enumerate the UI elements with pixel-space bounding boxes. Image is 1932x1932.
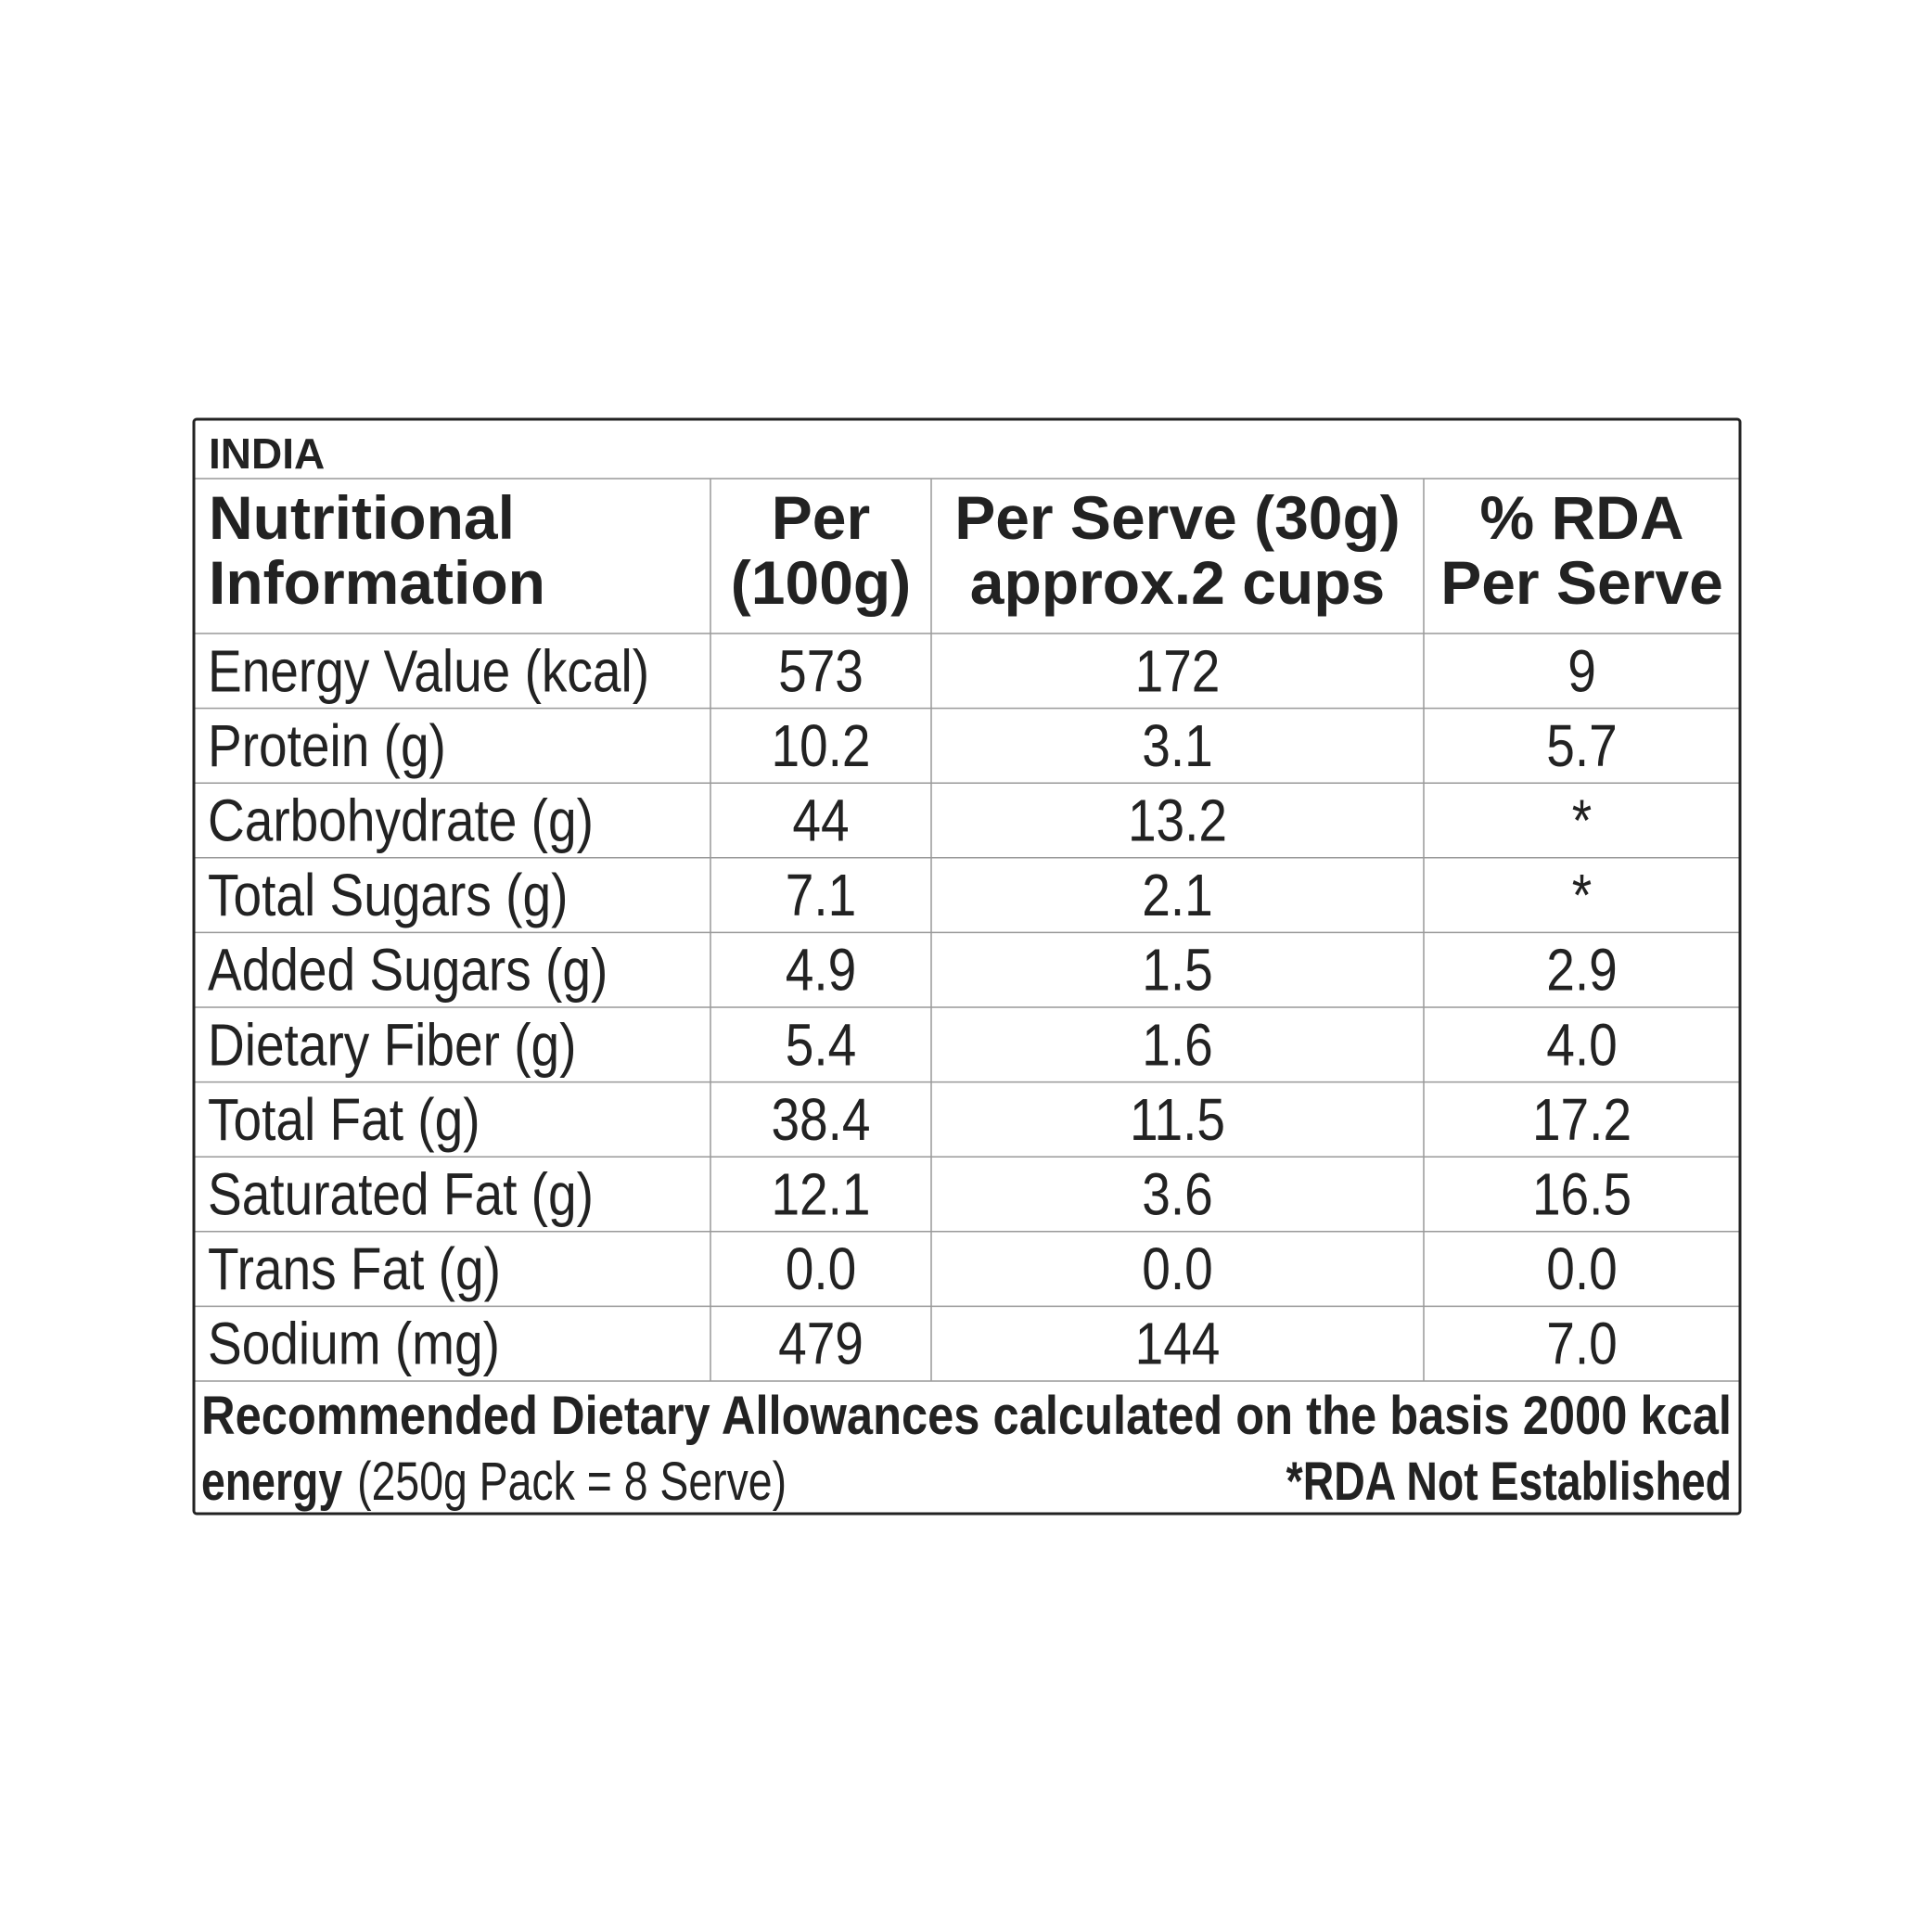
cell-value: *: [1572, 862, 1592, 928]
cell-value: 3.1: [1142, 712, 1212, 779]
column-header: approx.2 cups: [970, 548, 1385, 617]
nutrient-name: Protein (g): [208, 712, 446, 779]
cell-value: 2.1: [1142, 862, 1212, 928]
cell-value: 9: [1567, 637, 1596, 704]
column-header: Nutritional: [209, 483, 515, 552]
nutrient-name: Carbohydrate (g): [208, 787, 594, 854]
nutrient-name: Sodium (mg): [208, 1311, 500, 1377]
table-grid: [194, 478, 1740, 1382]
cell-value: 7.0: [1546, 1311, 1617, 1377]
cell-value: 573: [778, 637, 864, 704]
cell-value: 5.7: [1546, 712, 1617, 779]
cell-value: 1.5: [1142, 937, 1212, 1004]
cell-value: 3.6: [1142, 1161, 1212, 1228]
nutrient-name: Total Fat (g): [208, 1086, 480, 1153]
cell-value: 10.2: [771, 712, 870, 779]
cell-value: 5.4: [786, 1011, 856, 1078]
cell-value: 16.5: [1532, 1161, 1631, 1228]
cell-value: 44: [792, 787, 849, 854]
nutrient-name: Energy Value (kcal): [208, 637, 649, 704]
footer-energy: energy: [201, 1452, 342, 1512]
footer-note: Recommended Dietary Allowances calculate…: [201, 1386, 1732, 1446]
nutrient-name: Trans Fat (g): [208, 1235, 501, 1302]
cell-value: 12.1: [771, 1161, 870, 1228]
footer-rda-note: *RDA Not Established: [1286, 1452, 1732, 1512]
column-header: Information: [209, 548, 545, 617]
cell-value: 479: [778, 1311, 864, 1377]
cell-value: 2.9: [1546, 937, 1617, 1004]
nutrient-name: Dietary Fiber (g): [208, 1011, 576, 1078]
footer-pack: (250g Pack = 8 Serve): [357, 1452, 787, 1512]
column-header: Per: [772, 483, 870, 552]
table-border: [192, 417, 1742, 1516]
cell-value: 17.2: [1532, 1086, 1631, 1153]
column-header: % RDA: [1479, 483, 1683, 552]
cell-value: 11.5: [1130, 1086, 1225, 1153]
cell-value: 13.2: [1128, 787, 1227, 854]
cell-value: 0.0: [1142, 1235, 1212, 1302]
nutrient-name: Total Sugars (g): [208, 862, 568, 928]
column-header: Per Serve (30g): [954, 483, 1401, 552]
cell-value: 38.4: [771, 1086, 870, 1153]
cell-value: 7.1: [786, 862, 856, 928]
cell-value: 0.0: [786, 1235, 856, 1302]
column-header: Per Serve: [1440, 548, 1723, 617]
nutrient-name: Saturated Fat (g): [208, 1161, 594, 1228]
region-label: INDIA: [209, 429, 325, 478]
cell-value: *: [1572, 787, 1592, 854]
cell-value: 4.0: [1546, 1011, 1617, 1078]
column-header: (100g): [731, 548, 911, 617]
cell-value: 172: [1135, 637, 1221, 704]
nutrient-name: Added Sugars (g): [208, 937, 608, 1004]
cell-value: 0.0: [1546, 1235, 1617, 1302]
cell-value: 1.6: [1142, 1011, 1212, 1078]
cell-value: 4.9: [786, 937, 856, 1004]
cell-value: 144: [1135, 1311, 1221, 1377]
